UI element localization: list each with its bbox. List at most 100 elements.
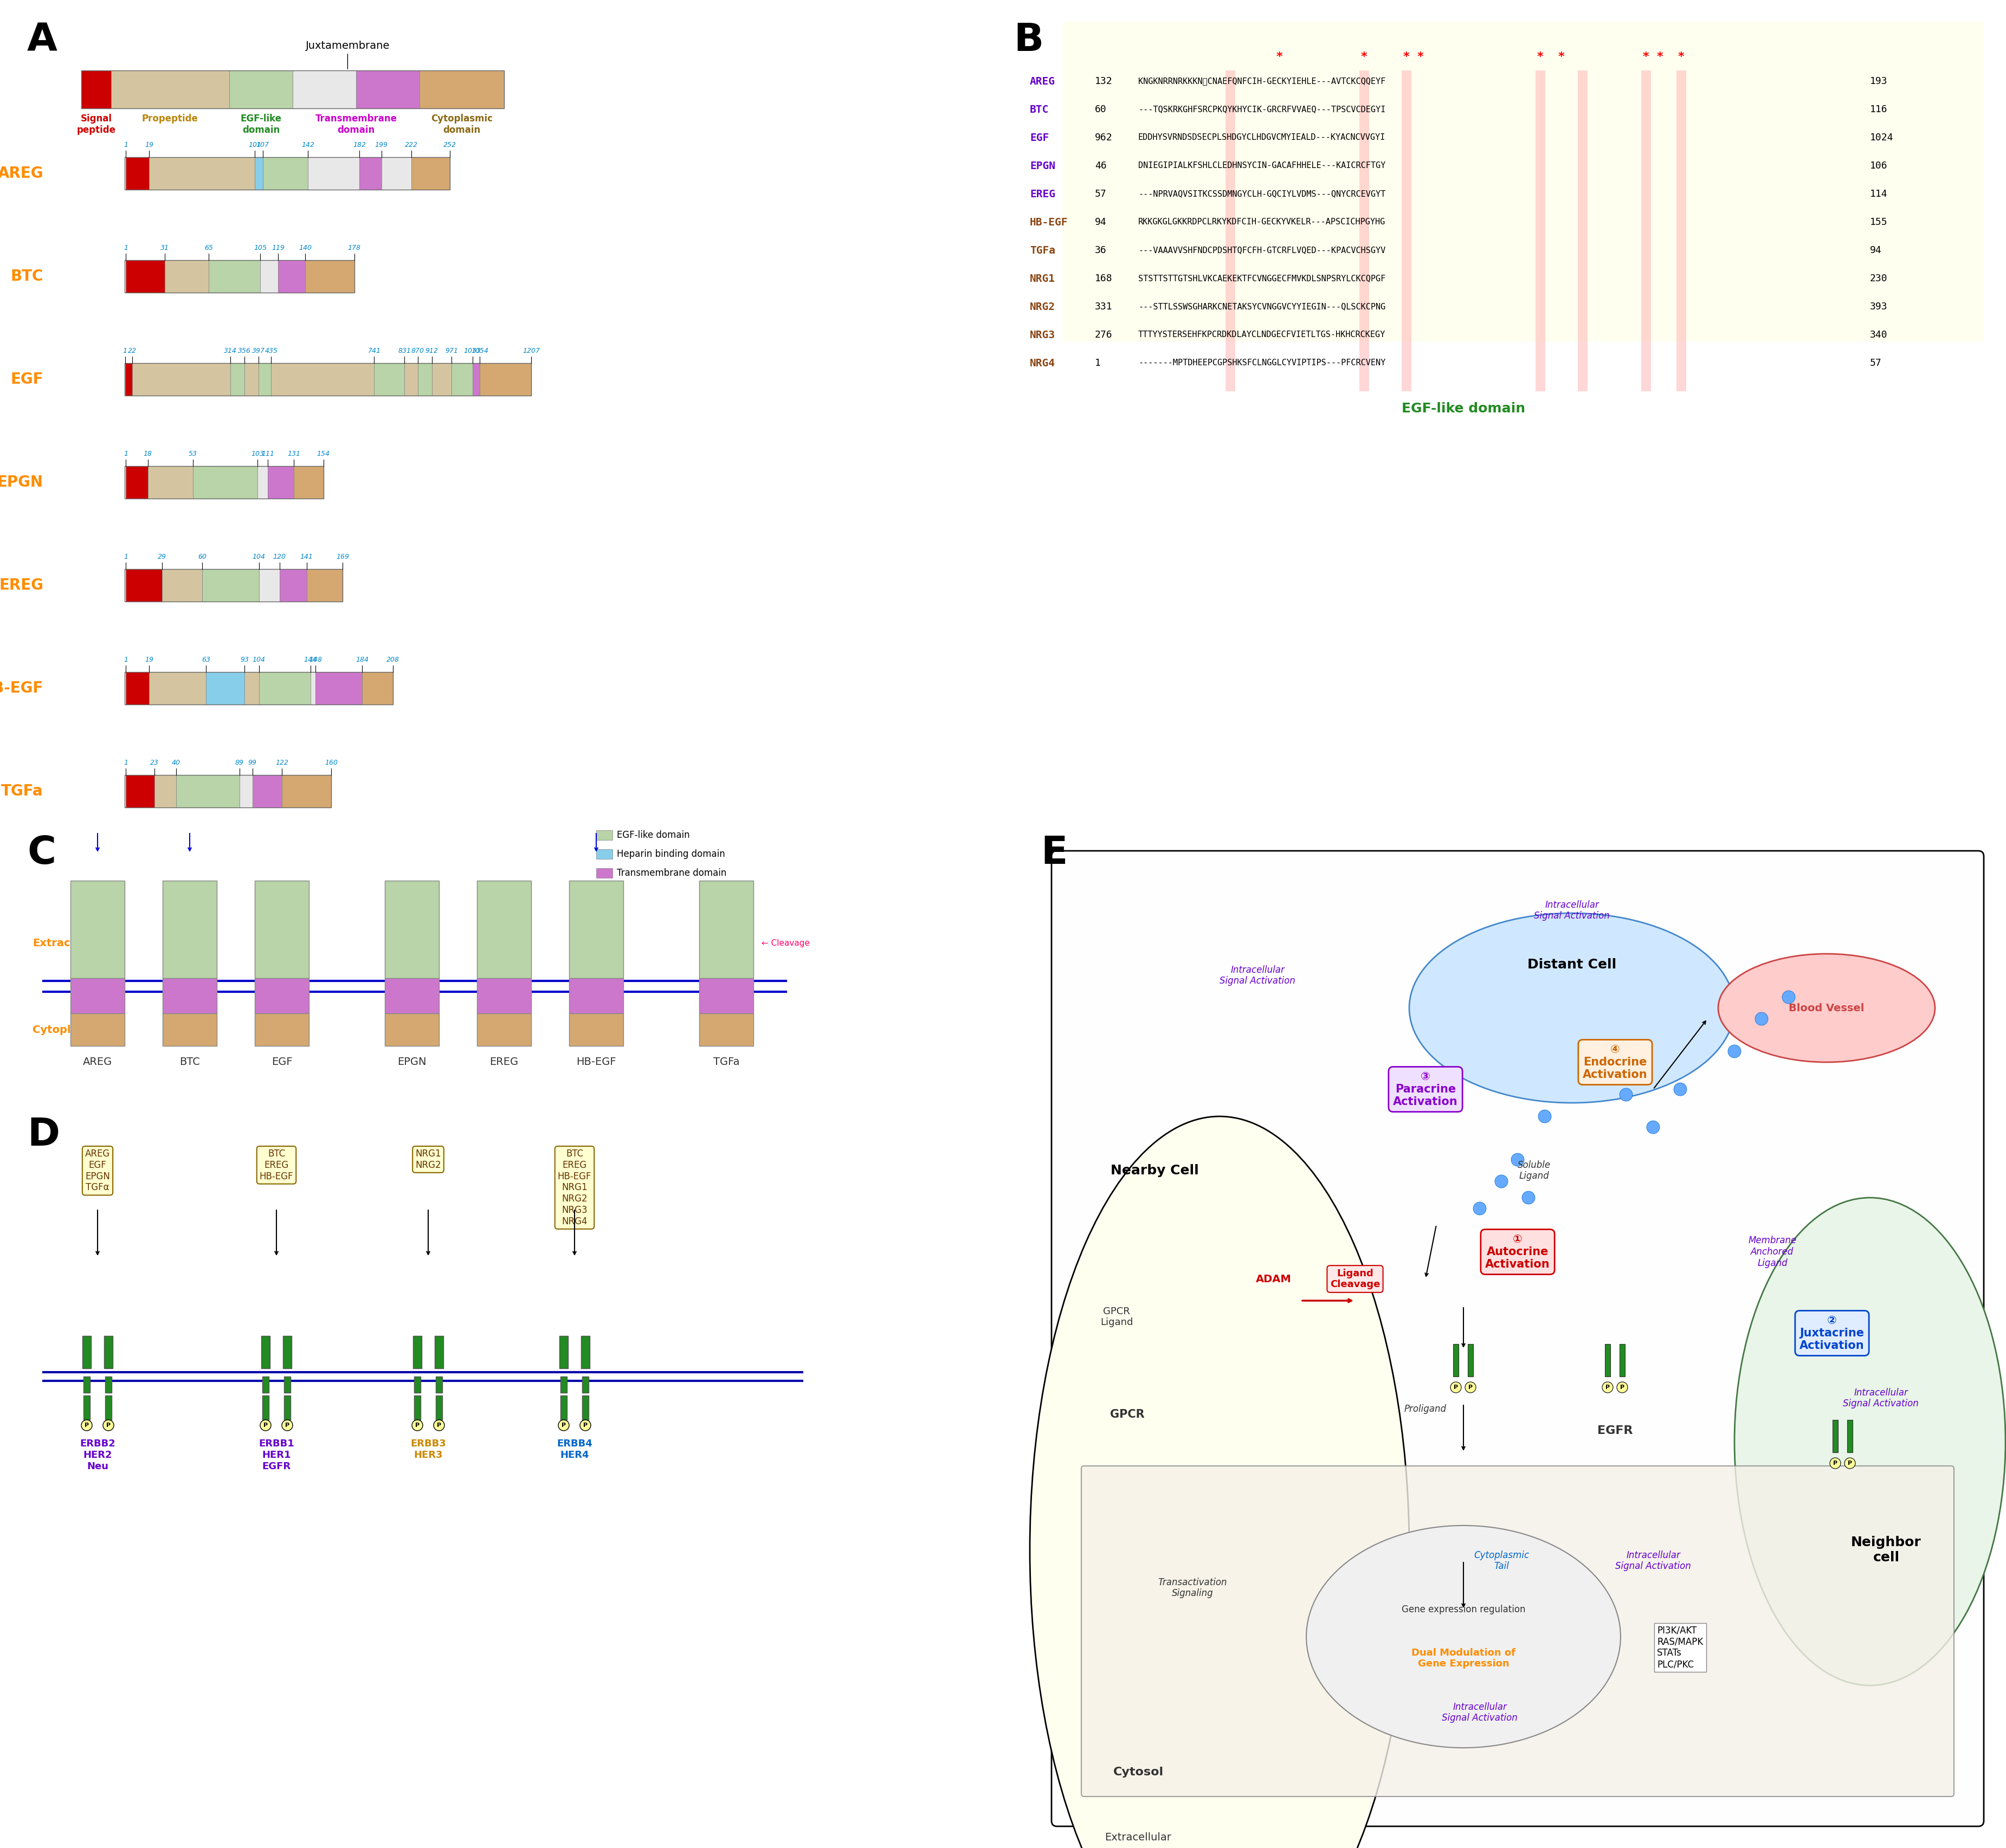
Bar bbox=[413, 1336, 421, 1368]
Circle shape bbox=[1727, 1044, 1741, 1057]
Circle shape bbox=[283, 1419, 293, 1430]
Text: 131: 131 bbox=[287, 451, 301, 458]
Text: 1: 1 bbox=[124, 656, 128, 663]
Bar bbox=[207, 673, 245, 704]
Text: *: * bbox=[1402, 52, 1408, 63]
Text: Soluble
Ligand: Soluble Ligand bbox=[1517, 1161, 1551, 1181]
Bar bbox=[124, 362, 532, 395]
Text: Transmembrane domain: Transmembrane domain bbox=[616, 869, 726, 878]
Circle shape bbox=[82, 1419, 92, 1430]
Text: *: * bbox=[1643, 52, 1649, 63]
Text: 19: 19 bbox=[144, 142, 154, 148]
Bar bbox=[431, 362, 451, 395]
Bar bbox=[363, 673, 393, 704]
Text: 99: 99 bbox=[249, 760, 257, 767]
Bar bbox=[132, 362, 231, 395]
Text: EGF: EGF bbox=[271, 1057, 293, 1066]
Text: 140: 140 bbox=[299, 244, 311, 251]
Bar bbox=[84, 1377, 90, 1393]
Text: EDDHYSVRNDSDSECPLSHDGYCLHDGVCMYIEALD---KYACNCVVGYI: EDDHYSVRNDSDSECPLSHDGYCLHDGVCMYIEALD---K… bbox=[1137, 133, 1386, 142]
Text: Proligand: Proligand bbox=[1404, 1404, 1446, 1414]
Bar bbox=[385, 881, 439, 978]
Bar bbox=[82, 70, 110, 109]
Bar bbox=[700, 881, 754, 978]
Bar bbox=[1468, 1343, 1472, 1377]
Bar bbox=[126, 774, 154, 808]
Bar bbox=[104, 1377, 112, 1393]
FancyBboxPatch shape bbox=[1306, 1525, 1621, 1748]
Text: Cytoplasmic
domain: Cytoplasmic domain bbox=[431, 115, 493, 135]
Text: D: D bbox=[28, 1116, 60, 1153]
Text: 122: 122 bbox=[275, 760, 289, 767]
Text: 89: 89 bbox=[235, 760, 245, 767]
Text: Cytoplasmic: Cytoplasmic bbox=[32, 1024, 104, 1035]
Bar bbox=[255, 1013, 309, 1046]
Text: 101: 101 bbox=[249, 142, 261, 148]
Text: EGF: EGF bbox=[10, 371, 44, 386]
Text: P: P bbox=[1605, 1384, 1611, 1390]
Text: ← Cleavage: ← Cleavage bbox=[762, 939, 810, 946]
Text: TGFa: TGFa bbox=[2, 784, 44, 798]
Text: 60: 60 bbox=[199, 553, 207, 560]
Bar bbox=[263, 1377, 269, 1393]
Text: P: P bbox=[584, 1423, 588, 1429]
Text: 94: 94 bbox=[1095, 218, 1107, 227]
Bar bbox=[148, 673, 207, 704]
Bar bbox=[417, 362, 431, 395]
Bar bbox=[263, 157, 307, 190]
Circle shape bbox=[558, 1419, 570, 1430]
Circle shape bbox=[1539, 1111, 1551, 1124]
Bar bbox=[124, 673, 393, 704]
Bar bbox=[263, 1395, 269, 1419]
Bar bbox=[124, 774, 331, 808]
Bar bbox=[435, 1377, 441, 1393]
Text: 962: 962 bbox=[1095, 133, 1113, 142]
Bar bbox=[700, 978, 754, 1013]
Text: EREG: EREG bbox=[1029, 188, 1055, 200]
Text: Neighbor
cell: Neighbor cell bbox=[1852, 1536, 1922, 1563]
Text: TGFa: TGFa bbox=[714, 1057, 740, 1066]
Text: NRG1
NRG2: NRG1 NRG2 bbox=[415, 1149, 441, 1170]
Text: 870: 870 bbox=[411, 347, 423, 355]
Text: BTC
EREG
HB-EGF: BTC EREG HB-EGF bbox=[259, 1149, 293, 1181]
Text: ④
Endocrine
Activation: ④ Endocrine Activation bbox=[1583, 1044, 1647, 1081]
Circle shape bbox=[1450, 1382, 1460, 1393]
Bar bbox=[84, 1395, 90, 1419]
Bar bbox=[255, 157, 263, 190]
Text: 182: 182 bbox=[353, 142, 365, 148]
Bar bbox=[477, 881, 532, 978]
Text: PI3K/AKT
RAS/MAPK
STATs
PLC/PKC: PI3K/AKT RAS/MAPK STATs PLC/PKC bbox=[1657, 1626, 1703, 1669]
Bar bbox=[596, 830, 612, 841]
Bar bbox=[126, 466, 148, 499]
Text: ADAM: ADAM bbox=[1256, 1273, 1292, 1284]
Text: Heparin binding domain: Heparin binding domain bbox=[616, 850, 724, 859]
Text: ---STTLSSWSGHARKCNETAKSYCVNGGVCYYIEGIN---QLSCKCPNG: ---STTLSSWSGHARKCNETAKSYCVNGGVCYYIEGIN--… bbox=[1137, 303, 1386, 310]
Text: RKKGKGLGKKRDPCLRKYKDFCIH-GECKYVKELR---APSCICHPGYHG: RKKGKGLGKKRDPCLRKYKDFCIH-GECKYVKELR---AP… bbox=[1137, 218, 1386, 225]
Text: HB-EGF: HB-EGF bbox=[1029, 216, 1067, 227]
Text: 103: 103 bbox=[251, 451, 265, 458]
Text: *: * bbox=[1360, 52, 1366, 63]
Text: 119: 119 bbox=[271, 244, 285, 251]
Circle shape bbox=[1619, 1088, 1633, 1101]
Text: 19: 19 bbox=[144, 656, 154, 663]
Text: P: P bbox=[285, 1423, 289, 1429]
Text: 93: 93 bbox=[241, 656, 249, 663]
Text: 57: 57 bbox=[1870, 359, 1882, 368]
Text: NRG4: NRG4 bbox=[1029, 359, 1055, 368]
Bar bbox=[1535, 70, 1545, 392]
Bar bbox=[283, 774, 331, 808]
Circle shape bbox=[1617, 1382, 1627, 1393]
Bar bbox=[479, 362, 532, 395]
Text: 1: 1 bbox=[124, 244, 128, 251]
Bar bbox=[385, 978, 439, 1013]
Text: 314: 314 bbox=[225, 347, 237, 355]
Bar bbox=[435, 1336, 443, 1368]
FancyBboxPatch shape bbox=[1051, 850, 1984, 1826]
Text: 31: 31 bbox=[160, 244, 169, 251]
Text: 331: 331 bbox=[1095, 301, 1113, 312]
Bar bbox=[419, 70, 504, 109]
Text: P: P bbox=[415, 1423, 419, 1429]
Bar bbox=[229, 70, 293, 109]
Bar bbox=[311, 673, 315, 704]
Bar bbox=[385, 1013, 439, 1046]
